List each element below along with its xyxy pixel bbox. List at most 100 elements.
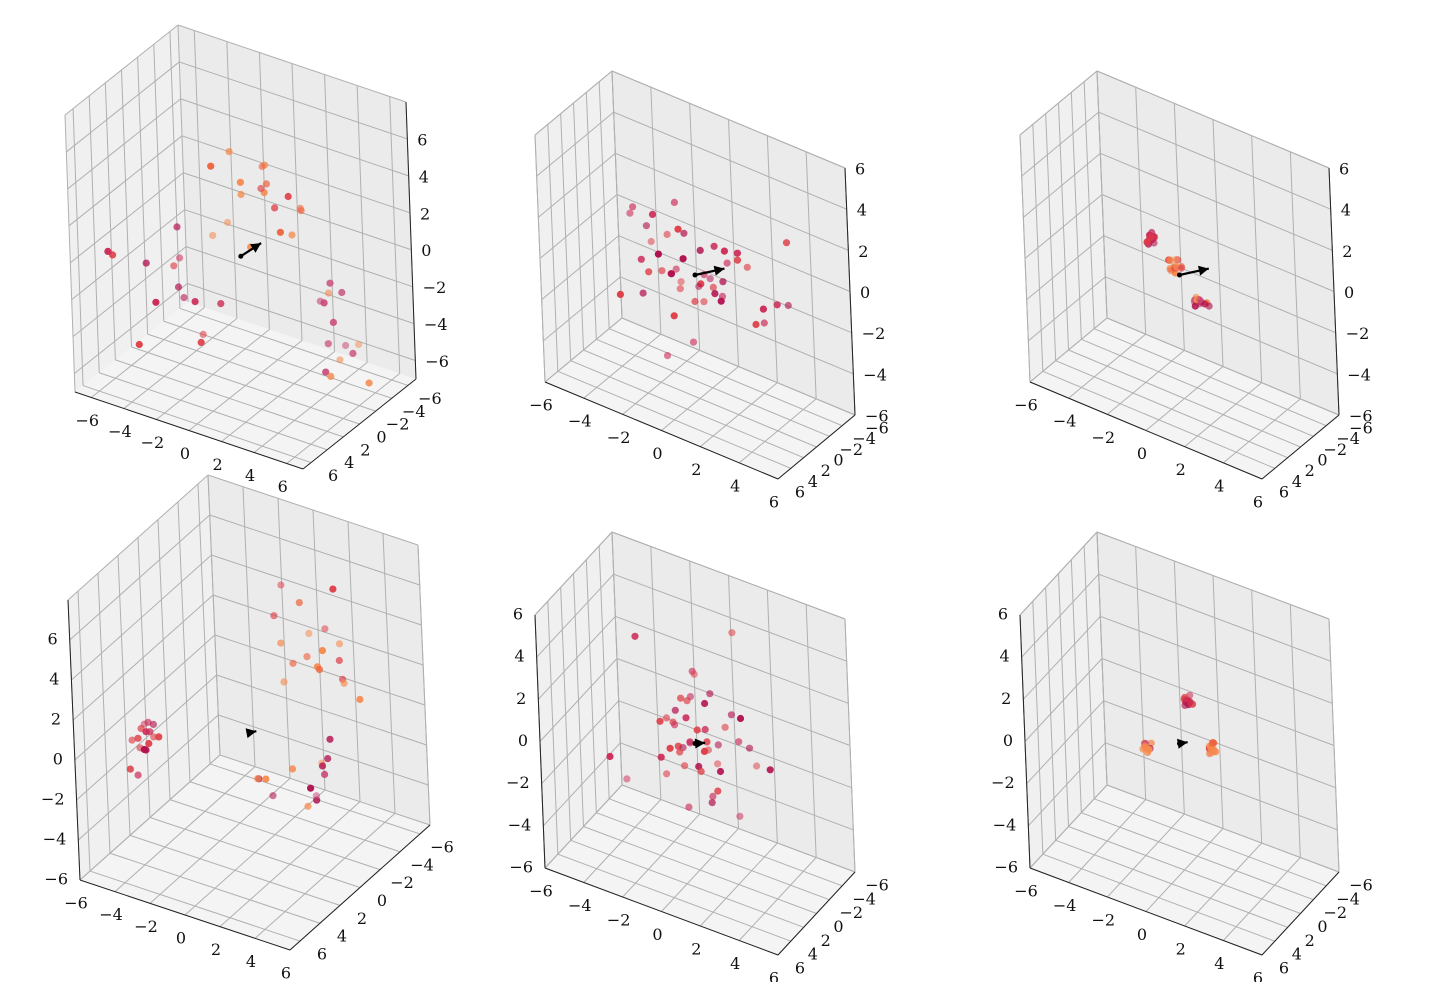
grid-line [291,63,303,341]
scatter-point [686,738,694,746]
y-tick-label: −4 [852,889,876,908]
y-tick-label: −2 [840,903,864,922]
scatter-point [637,255,645,263]
scatter-point [1145,746,1153,754]
x-tick-label: 0 [180,444,190,463]
y-tick-label: −4 [402,402,426,421]
arrow-origin [692,741,698,746]
grid-line [72,108,84,386]
scatter-point [355,340,363,348]
scatter-point [733,256,742,264]
scatter-point [271,204,279,212]
z-tick-label: 2 [858,242,868,261]
x-axis-line [544,381,779,480]
grid-line [179,61,408,140]
z-tick-label: 2 [516,689,526,708]
scatter-point [708,799,716,807]
grid-line [153,44,165,322]
arrow-origin [247,730,253,735]
y-tick-label: 6 [1279,959,1289,978]
scatter-point [128,736,136,744]
grid-line [74,634,216,761]
z-tick-label: −6 [994,858,1018,877]
scatter-point [645,268,653,276]
x-tick-label: 6 [281,964,291,982]
y-tick-label: 2 [1305,461,1315,480]
grid-line [183,172,412,251]
x-tick-label: −6 [529,396,553,415]
grid-line [209,514,420,586]
scatter-point [146,728,154,736]
x-tick-label: −2 [141,433,165,452]
scatter-point [288,231,296,239]
y-tick-label: 0 [833,451,843,470]
grid-line [82,385,312,464]
scatter-point [321,770,329,779]
grid-line [286,373,401,464]
z-tick-label: 6 [998,605,1008,624]
scatter-point [639,289,647,297]
grid-line [356,85,368,363]
z-tick-label: −2 [991,773,1015,792]
grid-line [219,801,361,928]
scatter-point [329,585,337,593]
y-tick-label: 6 [795,959,805,978]
x-tick-label: −2 [607,428,631,447]
scatter-point [680,229,688,237]
y-tick-label: −6 [1349,876,1373,895]
scatter-point [303,653,311,661]
grid-line [254,812,396,939]
scatter-point [631,632,639,640]
scatter-point [257,184,265,193]
scatter-point [666,744,674,752]
z-tick-label: 2 [1342,242,1352,261]
scatter-point [149,720,157,729]
scatter-point [670,312,678,320]
arrow-origin [1177,741,1182,746]
y-axis-line [302,378,417,470]
scatter-point [277,581,285,589]
grid-line [242,486,256,767]
scatter-point [318,762,327,770]
scatter-point [709,283,717,291]
z-tick-label: 0 [1344,283,1354,302]
scatter-point [305,629,313,638]
scatter-point [225,148,233,156]
grid-line [1098,573,1331,662]
scatter-point [736,812,744,820]
scatter-point [716,767,725,776]
scatter-point [784,301,792,310]
scatter-point [733,249,742,257]
x-tick-label: 0 [1137,444,1147,463]
x-tick-label: 6 [278,477,288,496]
scatter-point [677,278,685,286]
scatter-point [197,338,205,346]
scatter-point [671,706,679,714]
pane-edge [64,114,76,393]
x-tick-label: 6 [1253,969,1263,982]
scatter-point [682,714,690,722]
grid-line [211,554,422,626]
scatter-point [681,762,689,770]
pane-edge [417,544,431,826]
grid-line [324,74,336,352]
pane-edge [1019,134,1031,383]
x-tick-label: −6 [64,894,88,913]
z-axis-line [1019,614,1031,869]
scatter-point [677,694,685,702]
grid-line [557,370,792,469]
x-tick-label: 0 [652,444,662,463]
arrow-head [1198,265,1209,276]
y-tick-label: 0 [377,891,387,910]
scatter-point [706,275,714,283]
arrow-head [250,243,262,253]
grid-line [1042,370,1276,469]
z-tick-label: 4 [419,167,429,186]
grid-line [137,537,151,818]
scatter-point [199,330,207,338]
scatter-point [719,278,727,286]
pane-edge [207,474,419,546]
grid-line [77,591,91,872]
scatter-point [312,792,320,800]
